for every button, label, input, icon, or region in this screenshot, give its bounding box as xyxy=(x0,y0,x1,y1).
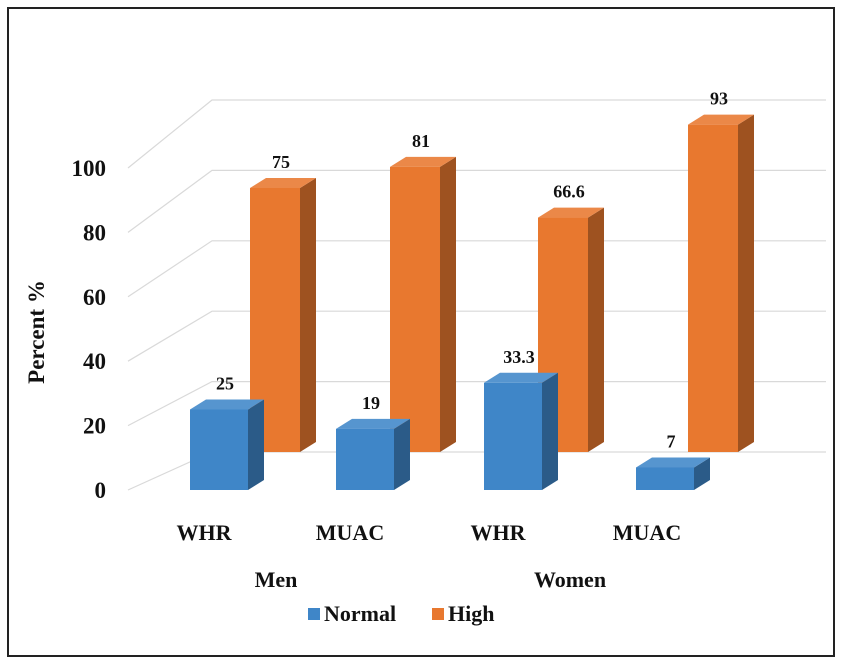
y-tick-label: 0 xyxy=(95,478,107,503)
group-label: Men xyxy=(255,567,298,592)
data-label: 81 xyxy=(412,131,430,151)
y-tick-label: 100 xyxy=(72,156,107,181)
legend-label: High xyxy=(448,601,494,626)
bar-front-face xyxy=(390,166,440,452)
bar-top-face xyxy=(390,156,456,167)
bar-top-face xyxy=(484,372,558,383)
y-tick-label: 60 xyxy=(83,285,106,310)
bar-front-face xyxy=(336,428,394,490)
bar-side-face xyxy=(738,114,754,452)
y-tick-label: 20 xyxy=(83,414,106,439)
category-label: WHR xyxy=(471,520,527,545)
bar-front-face xyxy=(484,382,542,490)
bar-side-face xyxy=(248,399,264,490)
bar-high xyxy=(688,114,754,452)
legend-swatch xyxy=(432,608,444,620)
data-label: 19 xyxy=(362,393,380,413)
bar-side-face xyxy=(542,372,558,490)
legend: Normal High xyxy=(308,601,494,626)
bar-high xyxy=(390,156,456,452)
category-label: MUAC xyxy=(613,520,681,545)
gridline xyxy=(127,381,826,427)
group-labels: Men Women xyxy=(255,567,606,592)
data-label: 75 xyxy=(272,152,290,172)
bar-side-face xyxy=(694,457,710,490)
bar-normal xyxy=(636,457,710,490)
bar-top-face xyxy=(336,418,410,429)
gridline xyxy=(127,99,826,169)
legend-label: Normal xyxy=(324,601,396,626)
gridline xyxy=(127,310,826,362)
y-tick-label: 40 xyxy=(83,349,106,374)
bar-top-face xyxy=(250,178,316,188)
category-label: WHR xyxy=(177,520,233,545)
y-tick-label: 80 xyxy=(83,220,106,245)
gridlines xyxy=(127,99,826,491)
bar-front-face xyxy=(636,467,694,490)
y-axis-ticks: 0 20 40 60 80 100 xyxy=(72,156,107,503)
data-labels: 75 81 66.6 93 25 19 33.3 7 xyxy=(216,89,728,452)
legend-swatch xyxy=(308,608,320,620)
legend-item-high: High xyxy=(432,601,494,626)
bar-top-face xyxy=(688,114,754,125)
bars xyxy=(190,114,754,490)
bar-side-face xyxy=(440,156,456,452)
group-label: Women xyxy=(534,567,606,592)
gridline xyxy=(127,169,826,233)
bar-front-face xyxy=(688,124,738,452)
category-labels: WHR MUAC WHR MUAC xyxy=(177,520,682,545)
data-label: 25 xyxy=(216,374,234,394)
bar-side-face xyxy=(588,207,604,452)
gridline xyxy=(127,240,826,298)
category-label: MUAC xyxy=(316,520,384,545)
legend-item-normal: Normal xyxy=(308,601,396,626)
y-axis-title: Percent % xyxy=(24,280,49,384)
bar-side-face xyxy=(394,418,410,490)
data-label: 7 xyxy=(667,432,676,452)
bar-normal xyxy=(336,418,410,490)
data-label: 93 xyxy=(710,89,728,109)
data-label: 33.3 xyxy=(503,347,535,367)
bar-normal xyxy=(484,372,558,490)
bar-side-face xyxy=(300,178,316,452)
bar-top-face xyxy=(538,207,604,218)
bar-top-face xyxy=(636,457,710,468)
bar-front-face xyxy=(190,409,248,490)
bar-normal xyxy=(190,399,264,490)
data-label: 66.6 xyxy=(553,182,585,202)
bar-top-face xyxy=(190,399,264,410)
